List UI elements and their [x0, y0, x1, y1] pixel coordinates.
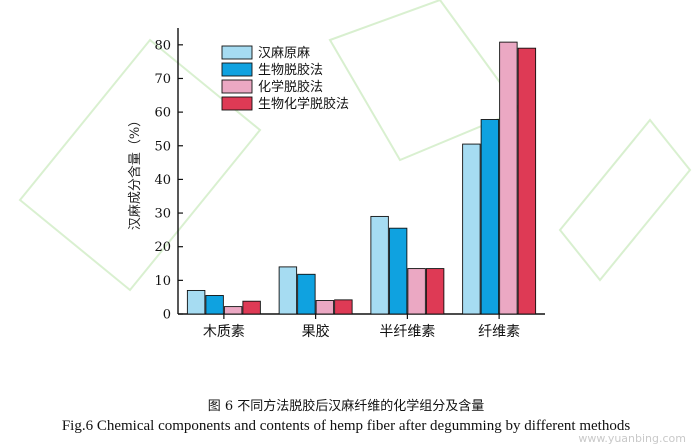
bar — [334, 299, 353, 315]
bar — [242, 300, 261, 315]
y-tick-label: 0 — [163, 308, 171, 323]
background-watermark — [18, 0, 692, 292]
y-tick-label: 60 — [154, 106, 171, 121]
bar — [462, 143, 481, 315]
x-axis-labels: 木质素 果胶 半纤维素 纤维素 — [203, 314, 520, 340]
bar — [480, 119, 500, 315]
legend-label: 生物脱胶法 — [258, 62, 323, 78]
y-tick-label: 80 — [154, 38, 171, 53]
y-axis-label: 汉麻成分含量（%） — [127, 114, 143, 230]
x-tick-label: 果胶 — [302, 323, 330, 340]
bar — [388, 227, 408, 315]
bar — [315, 300, 335, 315]
figure-caption-chinese: 图 6 不同方法脱胶后汉麻纤维的化学组分及含量 — [207, 399, 485, 414]
legend-swatch — [221, 62, 253, 77]
figure-caption-english: Fig.6 Chemical components and contents o… — [61, 418, 631, 434]
x-tick-label: 木质素 — [203, 324, 245, 340]
legend-swatch — [221, 96, 253, 111]
bar — [425, 268, 445, 315]
bar — [205, 295, 224, 315]
y-tick-label: 50 — [154, 139, 171, 154]
legend-label: 生物化学脱胶法 — [258, 96, 349, 112]
bar — [370, 215, 389, 315]
x-tick-label: 半纤维素 — [379, 324, 435, 340]
y-axis-ticks: 0 10 20 30 40 50 60 70 80 — [154, 38, 183, 323]
y-tick-label: 30 — [154, 207, 171, 222]
y-tick-label: 20 — [154, 240, 171, 255]
bar — [278, 266, 298, 315]
y-tick-label: 40 — [154, 173, 171, 188]
y-tick-label: 10 — [154, 274, 171, 289]
y-tick-label: 70 — [154, 72, 171, 87]
bar — [499, 41, 518, 315]
legend-swatch — [221, 79, 253, 94]
watermark-text: www.yuanbing.com — [578, 432, 686, 445]
bars — [186, 41, 537, 315]
legend-label: 化学脱胶法 — [258, 79, 323, 95]
bar — [186, 289, 206, 315]
bar — [407, 268, 426, 315]
bar — [223, 306, 243, 315]
legend-label: 汉麻原麻 — [258, 46, 310, 61]
bar-chart: 0 10 20 30 40 50 60 70 80 木质素 果胶 半纤维素 纤维素 汉麻成分含量（%）… — [18, 0, 692, 340]
bar — [297, 273, 316, 315]
legend-swatch — [221, 45, 253, 60]
x-tick-label: 纤维素 — [478, 324, 520, 340]
bar — [517, 47, 537, 315]
